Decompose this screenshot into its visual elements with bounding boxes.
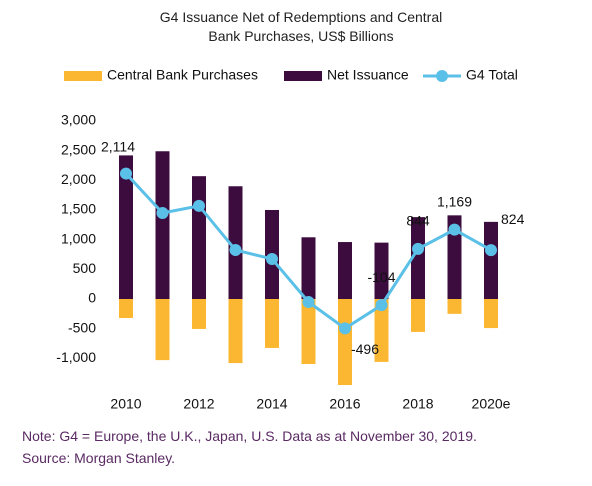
bar — [155, 299, 170, 361]
point — [156, 206, 169, 219]
legend-label: G4 Total — [466, 67, 518, 83]
point — [339, 322, 351, 335]
legend-swatch — [436, 70, 448, 82]
bar — [155, 151, 170, 299]
bar — [411, 217, 425, 299]
point — [120, 167, 132, 180]
legend-label: Central Bank Purchases — [107, 67, 258, 83]
y-tick-label: 2,500 — [61, 141, 96, 157]
y-tick-label: -1,000 — [56, 349, 96, 365]
x-tick-label: 2018 — [402, 396, 433, 412]
y-tick-label: 3,000 — [61, 112, 96, 128]
point — [229, 244, 242, 257]
bar — [228, 299, 243, 364]
y-tick-label: 500 — [73, 260, 97, 276]
x-tick-label: 2016 — [329, 396, 360, 412]
bar — [192, 299, 206, 329]
source: Source: Morgan Stanley. — [22, 450, 176, 466]
point — [302, 295, 315, 308]
point — [193, 199, 205, 212]
y-tick-label: 2,000 — [61, 171, 96, 187]
point — [266, 252, 278, 265]
data-label: 824 — [501, 211, 525, 227]
bar — [228, 186, 243, 299]
bar — [119, 155, 133, 299]
legend-swatch — [284, 71, 322, 81]
bar — [119, 299, 133, 318]
x-tick-label: 2014 — [256, 396, 287, 412]
point — [448, 223, 461, 236]
data-label: 844 — [406, 213, 430, 229]
x-tick-label: 2012 — [183, 396, 214, 412]
data-label: 2,114 — [101, 138, 135, 154]
bar — [447, 215, 462, 299]
point — [375, 299, 388, 312]
bar — [374, 242, 389, 299]
x-tick-label: 2010 — [110, 396, 141, 412]
bar — [192, 176, 206, 299]
bar — [374, 299, 389, 362]
chart-title: G4 Issuance Net of Redemptions and Centr… — [159, 9, 443, 44]
bar — [301, 299, 316, 364]
x-tick-label: 2020e — [472, 396, 511, 412]
bar — [447, 299, 462, 314]
y-tick-label: -500 — [68, 319, 96, 335]
data-label: 1,169 — [437, 193, 472, 209]
data-label: -104 — [367, 269, 395, 285]
bar — [484, 221, 498, 299]
y-tick-label: 1,500 — [61, 201, 96, 217]
legend-swatch — [64, 71, 102, 81]
y-tick-label: 1,000 — [61, 230, 96, 246]
point — [412, 242, 424, 255]
note: Note: G4 = Europe, the U.K., Japan, U.S.… — [22, 428, 477, 444]
legend-label: Net Issuance — [327, 67, 409, 83]
y-tick-label: 0 — [88, 290, 96, 306]
bar — [338, 242, 352, 299]
bar — [411, 299, 425, 332]
bar — [265, 299, 279, 348]
bar — [338, 299, 352, 386]
point — [485, 244, 497, 257]
bar — [301, 237, 316, 299]
data-label: -496 — [351, 341, 379, 357]
bar — [484, 299, 498, 329]
